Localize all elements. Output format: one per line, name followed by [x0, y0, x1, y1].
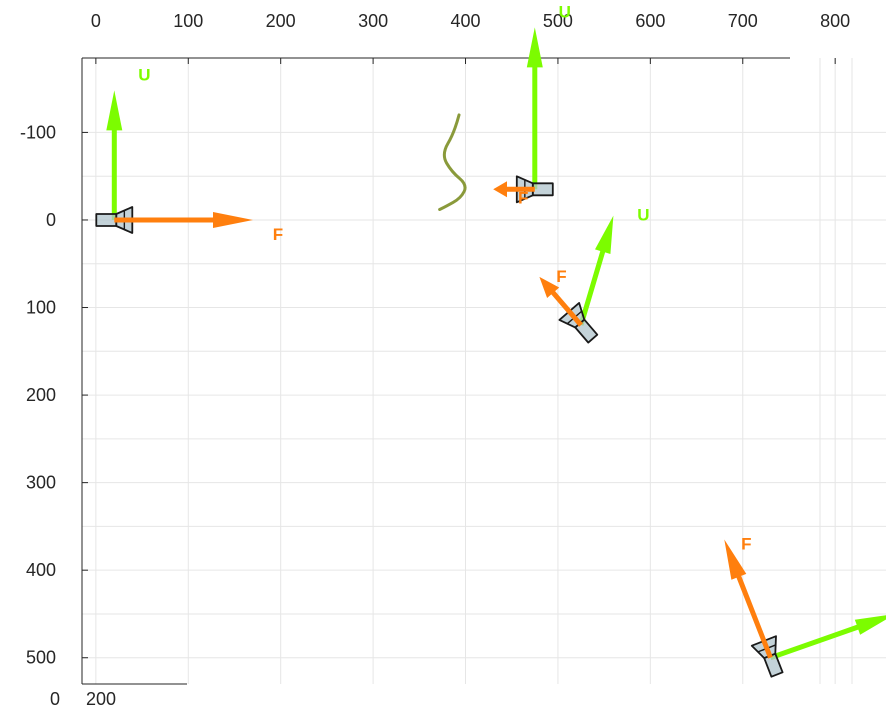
y-tick-label: 100 [26, 298, 56, 318]
y-tick-label: 400 [26, 560, 56, 580]
camera-pose-1: FU [95, 65, 283, 244]
camera-body [95, 213, 118, 227]
forward-vector-arrow [493, 181, 535, 198]
forward-vector-label: F [518, 188, 528, 207]
x-tick-label: 200 [266, 11, 296, 31]
trajectory-path [438, 113, 467, 211]
camera-pose-4: FU [724, 535, 886, 678]
forward-vector-label: F [556, 267, 566, 286]
x-tick-label: 600 [635, 11, 665, 31]
y-tick-label: -100 [20, 122, 56, 142]
forward-vector-arrow [114, 212, 253, 228]
x-tick-label: 400 [450, 11, 480, 31]
x-tick-label: 700 [728, 11, 758, 31]
x-tick-label: 500 [543, 11, 573, 31]
x-tick-labels: 0 100 200 300 400 500 600 700 800 [91, 11, 850, 31]
y-tick-label: 500 [26, 648, 56, 668]
camera-poses: FUFUFUFU [95, 2, 886, 678]
y-tick-label: 200 [26, 385, 56, 405]
y-tick-labels: -100 0 100 200 300 400 500 [20, 122, 56, 667]
y-tick-label: 0 [46, 210, 56, 230]
up-vector-label: U [637, 206, 649, 225]
x-tick-label: 100 [173, 11, 203, 31]
camera-pose-2: FU [493, 2, 571, 207]
trajectory-curve [438, 113, 467, 211]
bottom-tick-label: 200 [86, 689, 116, 709]
grid-lines [82, 58, 886, 684]
x-tick-label: 800 [820, 11, 850, 31]
forward-vector-arrow [724, 539, 773, 659]
up-vector-arrow [106, 90, 123, 221]
axes [81, 57, 836, 685]
y-tick-label: 300 [26, 473, 56, 493]
camera-pose-3: FU [539, 206, 650, 344]
forward-vector-arrow [539, 276, 583, 327]
forward-vector-label: F [273, 225, 283, 244]
up-vector-arrow [526, 27, 543, 190]
bottom-tick-labels: 0 200 [50, 689, 116, 709]
camera-body [531, 182, 554, 197]
bottom-tick-label: 0 [50, 689, 60, 709]
x-tick-label: 300 [358, 11, 388, 31]
up-vector-label: U [559, 2, 571, 21]
forward-vector-label: F [741, 535, 751, 554]
up-vector-label: U [138, 65, 150, 84]
up-vector-arrow [578, 215, 614, 326]
up-vector-arrow [769, 615, 886, 661]
x-tick-label: 0 [91, 11, 101, 31]
